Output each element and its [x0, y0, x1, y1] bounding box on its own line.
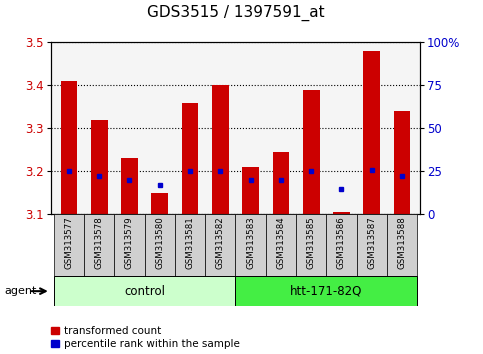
Text: GSM313583: GSM313583: [246, 216, 255, 269]
Bar: [272, 152, 289, 214]
Bar: [212, 85, 228, 214]
Text: control: control: [124, 285, 165, 298]
Bar: [91, 120, 108, 214]
Bar: [121, 158, 138, 214]
Text: GSM313587: GSM313587: [367, 216, 376, 269]
Legend: transformed count, percentile rank within the sample: transformed count, percentile rank withi…: [51, 326, 240, 349]
Bar: [303, 90, 320, 214]
Bar: [236, 276, 417, 306]
Bar: [54, 214, 84, 276]
Bar: [242, 167, 259, 214]
Text: GSM313586: GSM313586: [337, 216, 346, 269]
Text: GSM313584: GSM313584: [276, 216, 285, 269]
Bar: [151, 193, 168, 214]
Bar: [394, 111, 411, 214]
Bar: [296, 214, 327, 276]
Text: GSM313588: GSM313588: [398, 216, 407, 269]
Text: GSM313581: GSM313581: [185, 216, 195, 269]
Bar: [54, 276, 236, 306]
Bar: [144, 214, 175, 276]
Bar: [205, 214, 236, 276]
Bar: [333, 212, 350, 214]
Bar: [114, 214, 144, 276]
Text: agent: agent: [5, 286, 37, 296]
Bar: [327, 214, 356, 276]
Bar: [60, 81, 77, 214]
Text: GSM313577: GSM313577: [64, 216, 73, 269]
Text: GSM313580: GSM313580: [155, 216, 164, 269]
Bar: [363, 51, 380, 214]
Bar: [356, 214, 387, 276]
Text: GSM313585: GSM313585: [307, 216, 316, 269]
Bar: [84, 214, 114, 276]
Bar: [236, 214, 266, 276]
Text: htt-171-82Q: htt-171-82Q: [290, 285, 363, 298]
Bar: [387, 214, 417, 276]
Bar: [175, 214, 205, 276]
Text: GSM313578: GSM313578: [95, 216, 104, 269]
Bar: [182, 103, 199, 214]
Text: GSM313582: GSM313582: [216, 216, 225, 269]
Text: GSM313579: GSM313579: [125, 216, 134, 269]
Bar: [266, 214, 296, 276]
Text: GDS3515 / 1397591_at: GDS3515 / 1397591_at: [147, 5, 324, 21]
